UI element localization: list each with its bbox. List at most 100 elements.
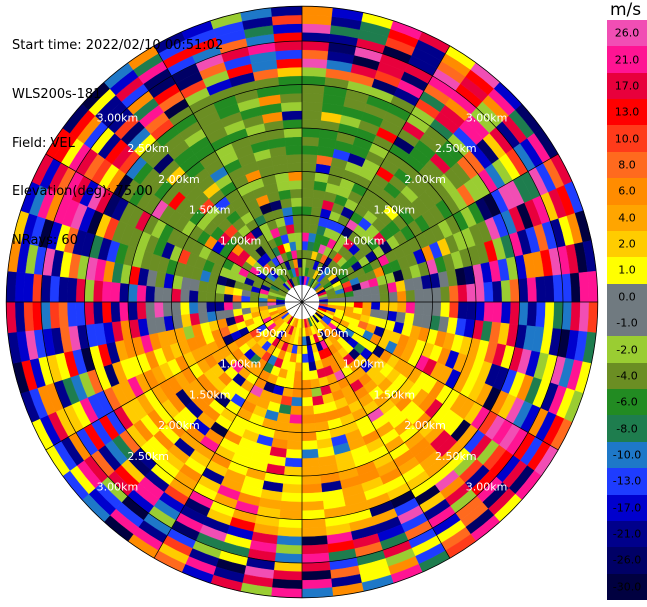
velocity-cell	[223, 301, 234, 311]
velocity-cell	[526, 277, 538, 303]
range-ring-label: 500m	[317, 327, 349, 340]
velocity-cell	[14, 271, 26, 303]
nrays: NRays: 60	[12, 232, 78, 248]
velocity-cell	[526, 301, 538, 327]
velocity-cell	[101, 280, 112, 303]
colorbar-segment	[607, 178, 647, 206]
colorbar-segment	[607, 283, 647, 311]
velocity-cell	[297, 258, 303, 268]
velocity-cell	[279, 92, 303, 104]
velocity-cell	[457, 301, 468, 320]
colorbar-segment	[607, 547, 647, 575]
velocity-cell	[309, 378, 321, 389]
velocity-cell	[274, 552, 303, 564]
velocity-cell	[275, 544, 303, 555]
velocity-cell	[301, 49, 329, 60]
velocity-cells	[5, 5, 599, 599]
velocity-cell	[301, 422, 316, 433]
velocity-cell	[292, 214, 303, 225]
velocity-cell	[466, 283, 477, 303]
velocity-cell	[14, 301, 26, 333]
velocity-cell	[301, 336, 307, 346]
velocity-cell	[276, 535, 303, 546]
velocity-cell	[431, 301, 442, 317]
velocity-cell	[277, 66, 303, 78]
velocity-cell	[353, 295, 364, 303]
velocity-cell	[483, 281, 494, 303]
velocity-cell	[301, 66, 327, 78]
colorbar-segment	[607, 520, 647, 548]
velocity-cell	[40, 274, 52, 303]
colorbar-segment	[607, 99, 647, 126]
start-time: Start time: 2022/02/10 00:51:02	[12, 38, 224, 54]
velocity-cell	[272, 23, 303, 34]
velocity-cell	[291, 388, 303, 398]
velocity-cell	[466, 301, 477, 321]
colorbar-tick-label: 21.0	[614, 53, 640, 67]
velocity-cell	[279, 509, 303, 520]
azimuth-spoke	[45, 153, 303, 303]
velocity-cell	[301, 119, 322, 130]
velocity-cell	[119, 301, 130, 322]
velocity-cell	[535, 276, 546, 303]
velocity-cell	[500, 301, 512, 325]
velocity-cell	[440, 301, 451, 318]
velocity-cell	[483, 301, 494, 323]
range-ring-label: 1.00km	[343, 358, 385, 371]
velocity-cell	[301, 206, 313, 216]
colorbar-tick-label: -4.0	[616, 369, 638, 383]
azimuth-spoke	[301, 45, 451, 303]
velocity-cell	[283, 127, 303, 138]
range-ring-label: 3.00km	[97, 111, 139, 124]
velocity-cell	[396, 301, 407, 314]
velocity-cell	[370, 301, 381, 311]
velocity-cell	[283, 215, 295, 226]
velocity-cell	[301, 136, 320, 147]
velocity-cell	[448, 285, 459, 303]
velocity-cell	[92, 301, 104, 325]
velocity-cell	[301, 197, 314, 208]
velocity-cell	[197, 290, 208, 303]
velocity-cell	[301, 388, 313, 398]
colorbar-segment	[607, 72, 647, 100]
range-ring-labels: 500m 500m 500m 500m 1.00km 1.00km 1.00km 1.00km…	[97, 111, 508, 493]
colorbar-tick-label: 10.0	[614, 132, 640, 146]
range-ring-label: 2.00km	[158, 419, 200, 432]
colorbar-tick-label: 1.0	[618, 263, 636, 277]
velocity-cell	[388, 291, 398, 303]
velocity-cell	[179, 301, 190, 315]
velocity-cell	[179, 289, 190, 303]
instrument-name: WLS200s-181	[12, 87, 102, 102]
velocity-cell	[285, 448, 303, 459]
velocity-cell	[301, 492, 324, 503]
velocity-cell	[296, 249, 303, 259]
velocity-cell	[301, 153, 318, 164]
colorbar-tick-label: -17.0	[612, 501, 642, 515]
velocity-cell	[277, 526, 303, 538]
velocity-cell	[293, 223, 303, 234]
velocity-cell	[282, 119, 303, 130]
velocity-cell	[271, 14, 303, 26]
colorbar-tick-label: 2.0	[618, 237, 636, 251]
velocity-cell	[369, 285, 381, 295]
velocity-cell	[301, 171, 316, 182]
velocity-cell	[171, 288, 182, 303]
velocity-cell	[414, 301, 425, 315]
velocity-cell	[301, 145, 319, 156]
colorbar-segment	[607, 310, 647, 337]
range-ring-label: 1.50km	[189, 388, 231, 401]
velocity-cell	[301, 535, 328, 546]
ppi-plot: 500m 500m 500m 500m 1.00km 1.00km 1.00km 1.00km…	[5, 5, 599, 599]
velocity-cell	[284, 457, 303, 468]
colorbar: 26.0 21.0 17.0 13.0 10.0 8.0 6.0 4.0 2.0 1.0 0.0 -1…	[607, 20, 647, 601]
velocity-cell	[283, 466, 303, 477]
velocity-cell	[492, 301, 503, 324]
velocity-cell	[301, 345, 308, 355]
velocity-cell	[258, 301, 268, 307]
velocity-cell	[280, 492, 303, 503]
velocity-cell	[294, 362, 303, 372]
range-ring-label: 2.00km	[404, 173, 446, 186]
colorbar-tick-label: 26.0	[614, 26, 640, 40]
velocity-cell	[285, 223, 295, 235]
velocity-cell	[188, 301, 199, 315]
